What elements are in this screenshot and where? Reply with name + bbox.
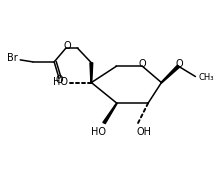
Text: Br: Br xyxy=(7,53,17,63)
Text: HO: HO xyxy=(53,77,67,87)
Text: O: O xyxy=(64,41,71,51)
Text: O: O xyxy=(138,59,146,69)
Polygon shape xyxy=(161,65,180,83)
Text: HO: HO xyxy=(91,127,106,137)
Text: CH₃: CH₃ xyxy=(199,73,214,82)
Text: O: O xyxy=(176,59,183,69)
Text: OH: OH xyxy=(136,127,151,137)
Text: O: O xyxy=(56,76,63,85)
Polygon shape xyxy=(90,63,93,83)
Polygon shape xyxy=(103,103,117,123)
